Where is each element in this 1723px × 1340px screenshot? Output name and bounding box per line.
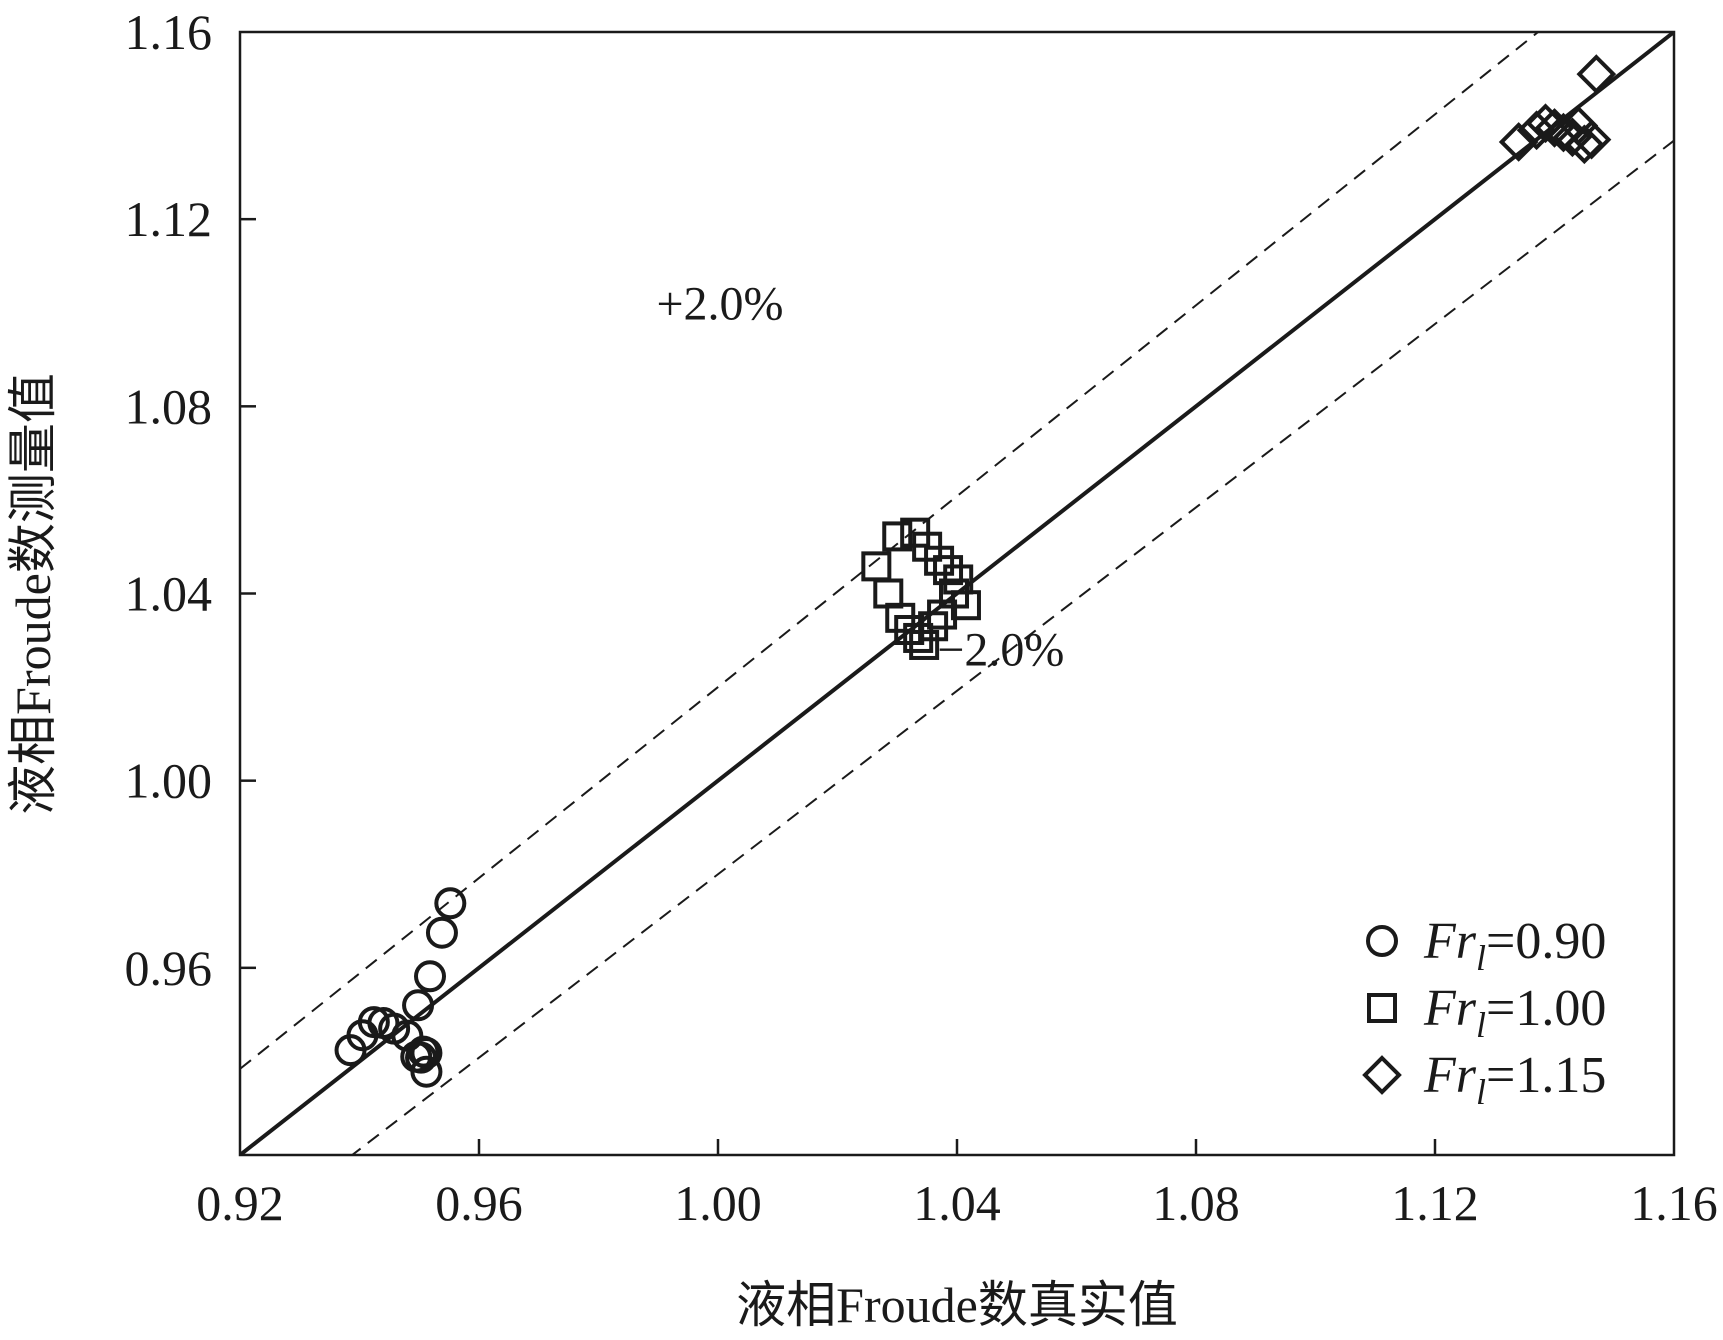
square-data-point <box>882 521 913 552</box>
diamond-data-point <box>1498 122 1539 162</box>
legend-symbol: Fr <box>1423 980 1477 1037</box>
legend-subscript: l <box>1476 1072 1486 1112</box>
lower_bound-line <box>350 139 1674 1155</box>
square-data-point <box>873 578 904 609</box>
diamond-data-point <box>1571 119 1612 160</box>
circle-data-point <box>425 916 458 949</box>
x-axis-label: 液相Froude数真实值 <box>736 1277 1178 1333</box>
upper_bound-line <box>240 32 1540 1070</box>
legend-entry-label: Frl=0.90 <box>1423 913 1606 978</box>
legend-subscript: l <box>1476 938 1486 978</box>
x-tick-label: 1.04 <box>913 1175 1001 1231</box>
x-tick-label: 1.00 <box>674 1175 762 1231</box>
legend-circle-icon <box>1366 925 1398 957</box>
square-data-point <box>933 555 964 586</box>
y-tick-label: 1.12 <box>125 191 213 247</box>
y-tick-label: 1.16 <box>125 4 213 60</box>
square-data-point <box>861 551 892 582</box>
circle-data-point <box>357 1006 390 1039</box>
square-data-point <box>950 590 981 621</box>
x-tick-label: 1.12 <box>1391 1175 1479 1231</box>
circle-data-point <box>402 989 435 1022</box>
legend-entry-label: Frl=1.00 <box>1423 980 1606 1045</box>
circle-data-point <box>434 887 467 920</box>
y-tick-label: 1.00 <box>125 753 213 809</box>
diamond-data-point <box>1516 110 1557 151</box>
x-tick-labels: 0.92 0.96 1.00 1.04 1.08 1.12 1.16 <box>196 1175 1718 1231</box>
diamond-data-point <box>1543 112 1584 153</box>
legend-diamond-icon <box>1362 1055 1402 1095</box>
circle-data-point <box>410 1036 443 1069</box>
data-markers <box>334 54 1617 1088</box>
circle-data-point <box>410 1055 443 1088</box>
legend-value: =1.00 <box>1486 980 1606 1037</box>
diamond-data-point <box>1525 103 1566 144</box>
x-tick-label: 1.16 <box>1630 1175 1718 1231</box>
legend-entry-label: Frl=1.15 <box>1423 1047 1606 1112</box>
y-tick-labels: 0.96 1.00 1.04 1.08 1.12 1.16 <box>125 4 213 996</box>
lower-bound-label: −2.0% <box>937 624 1064 677</box>
legend-symbol: Fr <box>1423 913 1477 970</box>
circle-data-point <box>414 960 447 993</box>
square-data-point <box>909 629 940 660</box>
diamond-data-point <box>1576 54 1617 94</box>
y-tick-label: 1.08 <box>125 378 213 434</box>
legend-square-icon <box>1367 993 1397 1023</box>
legend-value: =1.15 <box>1486 1047 1606 1104</box>
y-axis-label: 液相Froude数测量值 <box>5 373 61 815</box>
y-tick-label: 1.04 <box>125 566 213 622</box>
legend-subscript: l <box>1476 1005 1486 1045</box>
upper-bound-label: +2.0% <box>656 277 783 330</box>
square-data-point <box>924 545 955 576</box>
x-tick-label: 0.92 <box>196 1175 284 1231</box>
axis-ticks <box>240 217 1437 1155</box>
x-tick-label: 0.96 <box>435 1175 523 1231</box>
legend-value: =0.90 <box>1486 913 1606 970</box>
x-tick-label: 1.08 <box>1152 1175 1240 1231</box>
y-tick-label: 0.96 <box>125 940 213 996</box>
legend-symbol: Fr <box>1423 1047 1477 1104</box>
